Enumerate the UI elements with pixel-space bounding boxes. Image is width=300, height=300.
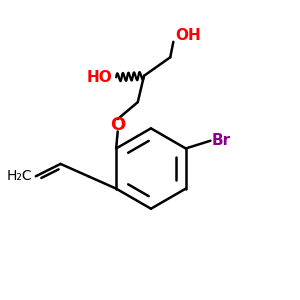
Text: OH: OH [175,28,201,43]
Text: Br: Br [212,133,231,148]
Text: H₂C: H₂C [7,169,32,183]
Text: HO: HO [86,70,112,85]
Text: O: O [110,116,125,134]
